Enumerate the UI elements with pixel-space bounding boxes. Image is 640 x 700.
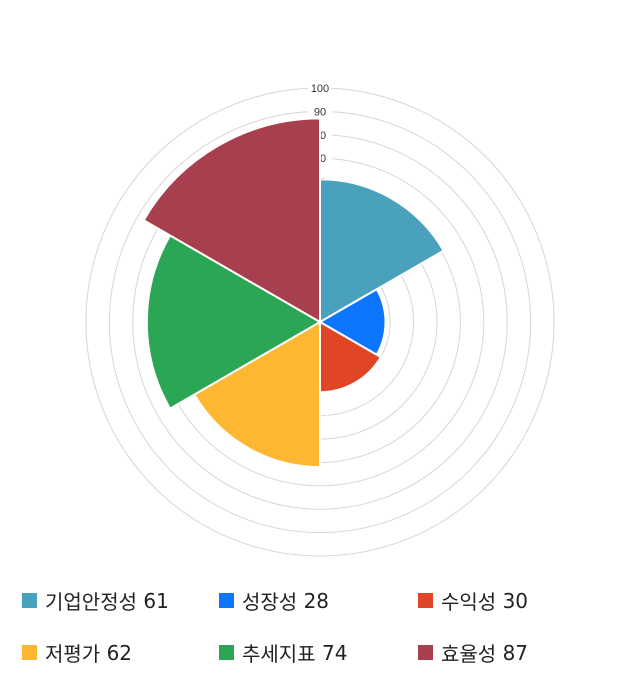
legend-item[interactable]: 추세지표 74 [219,638,347,667]
legend-value: 30 [502,588,529,613]
sector-1[interactable] [319,178,445,324]
legend-item[interactable]: 저평가 62 [22,638,132,667]
tick-label: 100 [311,83,329,95]
sector-5[interactable] [145,234,323,410]
legend-swatch [22,593,37,608]
polar-area-chart: 102030405060708090100 [85,81,555,557]
legend-swatch [219,645,234,660]
sector-2[interactable] [317,287,387,357]
sector-3[interactable] [319,320,383,394]
legend-swatch [418,645,433,660]
legend-item[interactable]: 수익성 30 [418,586,528,615]
legend-item[interactable]: 효율성 87 [418,638,528,667]
legend-value: 74 [321,640,348,665]
sector-6[interactable] [142,117,321,324]
legend-value: 28 [303,588,330,613]
legend-swatch [418,593,433,608]
legend-item[interactable]: 기업안정성 61 [22,586,169,615]
tick-label: 90 [314,106,326,118]
legend-value: 87 [502,640,529,665]
sector-4[interactable] [192,320,321,469]
legend-swatch [22,645,37,660]
legend-label: 저평가 [45,642,101,666]
legend-label: 기업안정성 [45,590,137,614]
tick-label-bg [308,81,332,94]
legend-item[interactable]: 성장성 28 [219,586,329,615]
legend-swatch [219,593,234,608]
legend-value: 62 [106,640,133,665]
legend-label: 추세지표 [242,642,316,666]
legend-label: 성장성 [242,590,298,614]
legend-value: 61 [143,588,169,613]
legend-label: 효율성 [441,642,497,666]
legend-label: 수익성 [441,590,497,614]
tick-label-bg [308,104,332,118]
